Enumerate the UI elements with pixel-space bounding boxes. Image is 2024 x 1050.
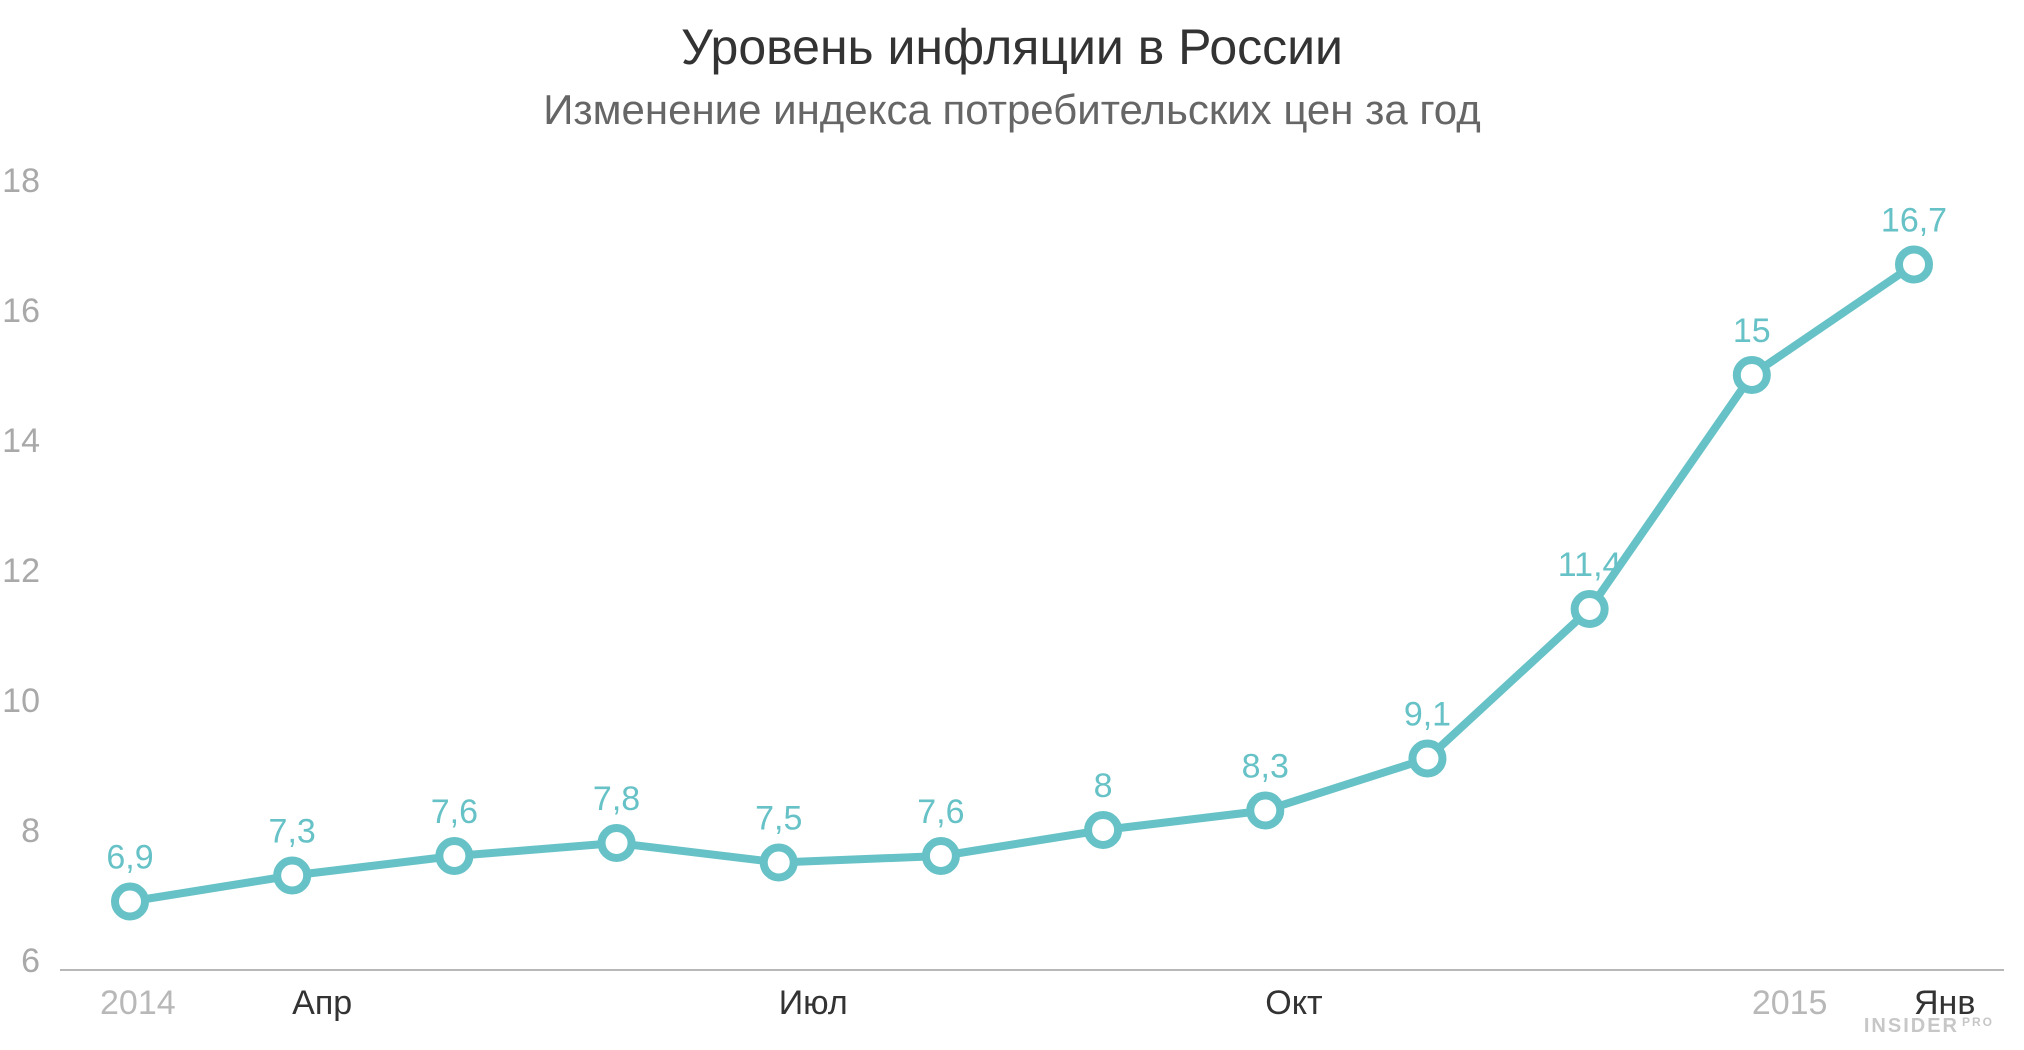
x-tick-label: Окт bbox=[1265, 984, 1322, 1022]
y-tick-label: 16 bbox=[2, 292, 40, 330]
data-point bbox=[277, 861, 307, 891]
x-tick-label: Апр bbox=[292, 984, 352, 1022]
data-point bbox=[439, 841, 469, 871]
value-label: 16,7 bbox=[1881, 202, 1947, 240]
value-label: 7,5 bbox=[755, 800, 802, 838]
data-point bbox=[1575, 594, 1605, 624]
value-label: 8 bbox=[1094, 767, 1113, 805]
brand-watermark: INSIDERPRO bbox=[1864, 1015, 1994, 1037]
data-point bbox=[1250, 796, 1280, 826]
data-point bbox=[1088, 815, 1118, 845]
value-label: 6,9 bbox=[106, 839, 153, 877]
data-point bbox=[1412, 744, 1442, 774]
inflation-line bbox=[130, 265, 1914, 902]
value-label: 7,6 bbox=[431, 793, 478, 831]
x-tick-label: 2014 bbox=[100, 984, 176, 1022]
y-tick-label: 14 bbox=[2, 422, 40, 460]
y-tick-label: 6 bbox=[21, 942, 40, 980]
y-tick-label: 12 bbox=[2, 552, 40, 590]
chart-svg: Уровень инфляции в России Изменение индек… bbox=[0, 0, 2024, 1050]
value-label: 7,3 bbox=[269, 813, 316, 851]
y-tick-label: 8 bbox=[21, 812, 40, 850]
x-tick-label: Июл bbox=[779, 984, 848, 1022]
value-label: 8,3 bbox=[1242, 748, 1289, 786]
y-tick-label: 10 bbox=[2, 682, 40, 720]
data-point bbox=[1899, 250, 1929, 280]
chart-title: Уровень инфляции в России bbox=[681, 19, 1343, 75]
value-label: 7,6 bbox=[917, 793, 964, 831]
value-label: 15 bbox=[1733, 312, 1771, 350]
data-point bbox=[764, 848, 794, 878]
value-label: 7,8 bbox=[593, 780, 640, 818]
data-point bbox=[1737, 360, 1767, 390]
value-label: 11,4 bbox=[1558, 546, 1622, 584]
data-point bbox=[926, 841, 956, 871]
inflation-chart: Уровень инфляции в России Изменение индек… bbox=[0, 0, 2024, 1050]
chart-subtitle: Изменение индекса потребительских цен за… bbox=[543, 86, 1481, 133]
y-tick-label: 18 bbox=[2, 162, 40, 200]
data-point bbox=[115, 887, 145, 917]
data-point bbox=[602, 828, 632, 858]
value-label: 9,1 bbox=[1404, 696, 1451, 734]
x-tick-label: 2015 bbox=[1752, 984, 1828, 1022]
